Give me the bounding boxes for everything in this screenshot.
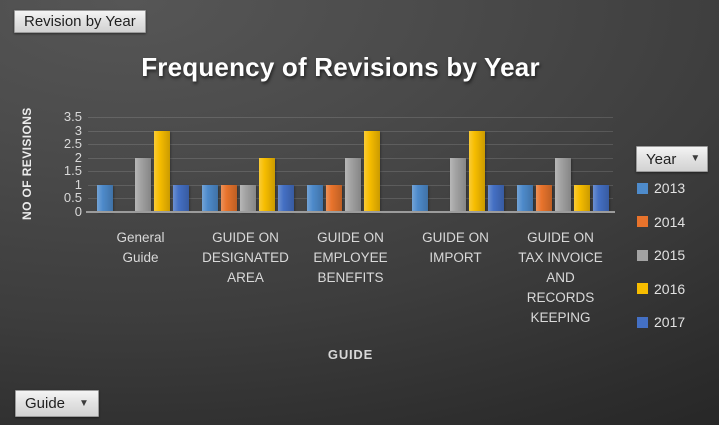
category-label-line: GUIDE ON bbox=[527, 230, 594, 245]
y-axis-tick-label: 2.5 bbox=[63, 136, 82, 152]
x-axis-line bbox=[86, 211, 615, 213]
bar-2015 bbox=[555, 157, 571, 212]
y-axis-tick-label: 0.5 bbox=[63, 190, 82, 206]
dropdown-arrow-icon: ▼ bbox=[79, 397, 89, 409]
gridline bbox=[88, 130, 613, 132]
y-axis-tick-label: 0 bbox=[74, 204, 82, 219]
y-axis-tick-label: 3 bbox=[74, 122, 82, 138]
bar-2017 bbox=[278, 184, 294, 212]
category-label: GUIDE ON DESIGNATED AREA bbox=[193, 228, 298, 328]
legend-field-button-label: Year bbox=[646, 150, 677, 168]
category-label-line: General bbox=[116, 230, 165, 245]
category-label-line: GUIDE ON bbox=[212, 230, 279, 245]
bar-2016 bbox=[259, 157, 275, 212]
legend-item-2016: 2016 bbox=[637, 281, 685, 297]
category-label-line: KEEPING bbox=[530, 310, 591, 325]
bar-2013 bbox=[97, 184, 113, 212]
legend-label: 2013 bbox=[654, 180, 686, 196]
bar-2013 bbox=[202, 184, 218, 212]
category-label: GUIDE ON EMPLOYEE BENEFITS bbox=[298, 228, 403, 328]
y-axis-tick-label: 3.5 bbox=[63, 109, 82, 124]
y-axis-tick-label: 1 bbox=[74, 176, 82, 192]
category-label-line: DESIGNATED bbox=[202, 250, 289, 265]
legend-label: 2017 bbox=[654, 314, 686, 330]
legend-label: 2014 bbox=[654, 213, 686, 230]
category-label-line: AND bbox=[546, 270, 575, 285]
chart-title: Frequency of Revisions by Year bbox=[141, 52, 540, 82]
bar-2015 bbox=[345, 157, 361, 212]
category-label-line: BENEFITS bbox=[317, 270, 384, 285]
category-label: GUIDE ON IMPORT bbox=[403, 228, 508, 328]
legend-item-2015: 2015 bbox=[637, 247, 685, 263]
axis-field-button-label: Guide bbox=[25, 395, 66, 412]
bar-2013 bbox=[517, 184, 533, 212]
bar-2014 bbox=[536, 184, 552, 212]
legend-label: 2016 bbox=[654, 280, 686, 297]
bar-2016 bbox=[154, 130, 170, 212]
axis-field-button-guide[interactable]: Guide ▼ bbox=[15, 390, 99, 417]
legend-swatch-icon bbox=[637, 182, 648, 194]
bar-2013 bbox=[307, 184, 323, 212]
y-axis-tick-label: 2 bbox=[74, 149, 82, 165]
category-label-line: EMPLOYEE bbox=[313, 250, 388, 265]
bar-2015 bbox=[240, 184, 256, 212]
category-label: GUIDE ON TAX INVOICE AND RECORDS KEEPING bbox=[508, 228, 613, 328]
y-axis-tick-label: 1.5 bbox=[63, 163, 82, 179]
x-axis-title: GUIDE bbox=[327, 347, 374, 362]
category-label-line: TAX INVOICE bbox=[518, 250, 603, 265]
bar-2014 bbox=[326, 184, 342, 212]
bar-2016 bbox=[574, 184, 590, 212]
bar-2015 bbox=[135, 157, 151, 212]
bar-2017 bbox=[593, 184, 609, 212]
report-filter-button-label: Revision by Year bbox=[24, 13, 136, 30]
bar-2016 bbox=[469, 130, 485, 212]
category-label-line: RECORDS bbox=[526, 290, 595, 305]
legend-swatch-icon bbox=[637, 316, 648, 328]
bar-2013 bbox=[412, 184, 428, 212]
bar-2017 bbox=[173, 184, 189, 212]
bar-2015 bbox=[450, 157, 466, 212]
legend-item-2014: 2014 bbox=[637, 214, 685, 230]
category-label-line: IMPORT bbox=[429, 250, 482, 265]
x-axis-category-labels: General Guide GUIDE ON DESIGNATED AREA GUIDE … bbox=[88, 228, 613, 328]
gridline bbox=[88, 144, 613, 146]
legend-label: 2015 bbox=[654, 247, 686, 263]
bar-2016 bbox=[364, 130, 380, 212]
gridline bbox=[88, 117, 613, 118]
legend-item-2017: 2017 bbox=[637, 314, 685, 330]
legend-item-2013: 2013 bbox=[637, 180, 685, 196]
report-filter-button[interactable]: Revision by Year bbox=[14, 10, 146, 33]
bar-2017 bbox=[488, 184, 504, 212]
category-label-line: Guide bbox=[122, 250, 159, 265]
category-label-line: GUIDE ON bbox=[422, 230, 489, 245]
legend-swatch-icon bbox=[637, 216, 648, 227]
legend-field-button-year[interactable]: Year ▼ bbox=[636, 146, 708, 172]
bar-2014 bbox=[221, 184, 237, 212]
legend-swatch-icon bbox=[637, 283, 648, 294]
plot-area bbox=[88, 117, 613, 212]
category-label: General Guide bbox=[88, 228, 193, 328]
category-label-line: GUIDE ON bbox=[317, 230, 384, 245]
dropdown-arrow-icon: ▼ bbox=[690, 153, 701, 164]
legend-swatch-icon bbox=[637, 249, 648, 261]
category-label-line: AREA bbox=[227, 270, 264, 285]
